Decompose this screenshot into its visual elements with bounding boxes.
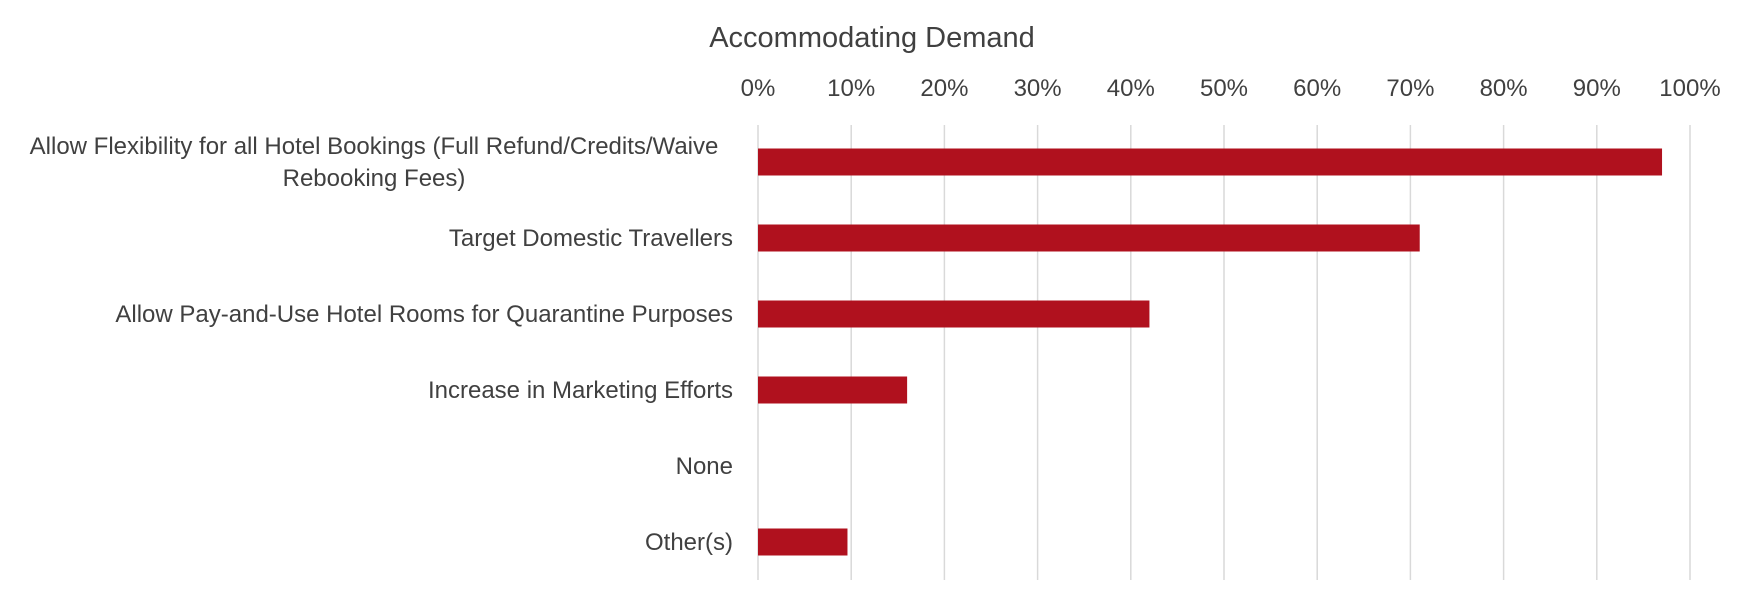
category-label-line: Allow Pay-and-Use Hotel Rooms for Quaran… bbox=[115, 301, 733, 328]
x-tick-label: 40% bbox=[1107, 75, 1155, 102]
x-axis-tick-labels: 0% 10% 20% 30% 40% 50% 60% 70% 80% 90% 100% bbox=[741, 75, 1721, 102]
x-tick-label: 90% bbox=[1573, 75, 1621, 102]
x-tick-label: 70% bbox=[1386, 75, 1434, 102]
bar bbox=[758, 376, 908, 404]
bar bbox=[758, 528, 848, 556]
chart-title: Accommodating Demand bbox=[709, 22, 1035, 54]
category-label-line: None bbox=[676, 453, 733, 480]
x-tick-label: 100% bbox=[1659, 75, 1720, 102]
category-label-line: Allow Flexibility for all Hotel Bookings… bbox=[30, 133, 719, 160]
category-label-line: Other(s) bbox=[645, 529, 733, 556]
bar bbox=[758, 148, 1663, 176]
x-tick-label: 10% bbox=[827, 75, 875, 102]
category-label: Increase in Marketing Efforts bbox=[428, 377, 733, 404]
category-label: Allow Pay-and-Use Hotel Rooms for Quaran… bbox=[115, 301, 733, 328]
gridlines bbox=[757, 125, 1691, 580]
bars bbox=[758, 148, 1663, 556]
x-tick-label: 50% bbox=[1200, 75, 1248, 102]
category-label-line: Rebooking Fees) bbox=[283, 165, 466, 192]
bar bbox=[758, 224, 1420, 252]
category-label-line: Increase in Marketing Efforts bbox=[428, 377, 733, 404]
bar bbox=[758, 300, 1150, 328]
category-label-line: Target Domestic Travellers bbox=[449, 225, 733, 252]
x-tick-label: 0% bbox=[741, 75, 776, 102]
category-label: Allow Flexibility for all Hotel Bookings… bbox=[30, 133, 719, 192]
category-label: Target Domestic Travellers bbox=[449, 225, 733, 252]
category-label: Other(s) bbox=[645, 529, 733, 556]
category-label: None bbox=[676, 453, 733, 480]
x-tick-label: 60% bbox=[1293, 75, 1341, 102]
x-tick-label: 80% bbox=[1480, 75, 1528, 102]
x-tick-label: 20% bbox=[920, 75, 968, 102]
category-labels: Allow Flexibility for all Hotel Bookings… bbox=[30, 133, 733, 556]
x-tick-label: 30% bbox=[1014, 75, 1062, 102]
